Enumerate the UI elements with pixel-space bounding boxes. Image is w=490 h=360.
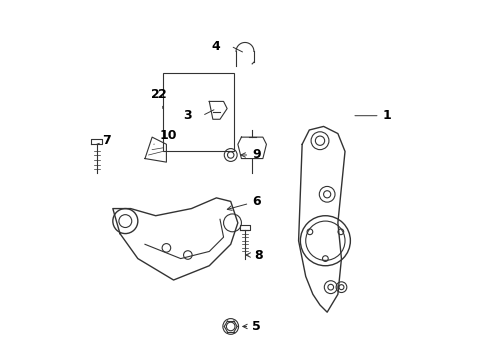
Text: 7: 7 (97, 134, 111, 147)
Text: 4: 4 (211, 40, 220, 53)
Text: 2: 2 (150, 88, 159, 101)
Text: 10: 10 (154, 129, 177, 144)
Bar (163, 73, 234, 152)
Text: 9: 9 (241, 148, 261, 162)
Text: 8: 8 (246, 248, 263, 261)
Text: 6: 6 (227, 195, 261, 210)
Text: 2: 2 (158, 88, 167, 109)
Text: 1: 1 (355, 109, 392, 122)
Text: 3: 3 (183, 109, 192, 122)
Text: 5: 5 (243, 320, 261, 333)
